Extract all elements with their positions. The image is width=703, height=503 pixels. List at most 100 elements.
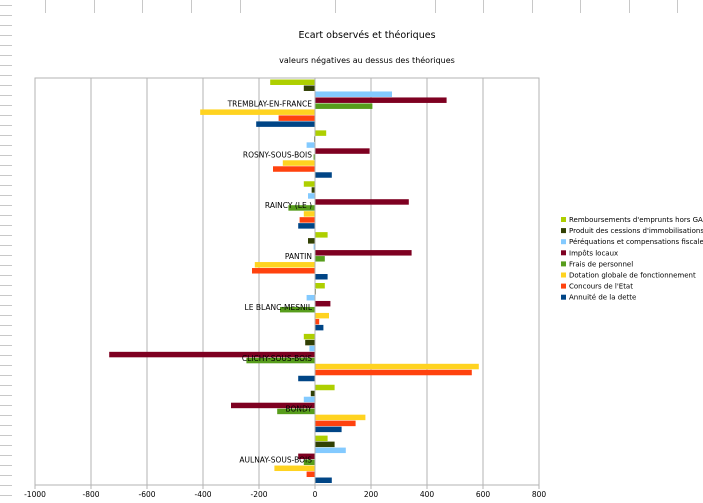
x-tick-label: -600 xyxy=(138,490,155,499)
bar xyxy=(315,91,392,97)
bar xyxy=(315,148,370,154)
bar xyxy=(298,375,315,382)
bar xyxy=(277,408,315,415)
category-label: RAINCY (LE ) xyxy=(265,201,312,210)
bar xyxy=(306,142,315,148)
category-label: BONDY xyxy=(286,405,313,414)
bar xyxy=(274,465,315,472)
x-tick-label: 800 xyxy=(532,490,547,499)
bar xyxy=(303,211,315,217)
bar xyxy=(315,384,335,391)
bar xyxy=(305,339,315,346)
legend-swatch xyxy=(561,261,566,267)
bar xyxy=(315,97,447,103)
bar xyxy=(315,426,342,433)
bar xyxy=(315,363,479,370)
bar xyxy=(306,471,315,478)
bar xyxy=(315,414,366,421)
bar xyxy=(270,79,315,85)
category-label: PANTIN xyxy=(285,252,312,261)
bar xyxy=(315,324,324,331)
bar xyxy=(315,441,335,448)
bar xyxy=(313,154,315,160)
bar xyxy=(303,85,315,91)
spreadsheet-column-ticks xyxy=(0,0,703,13)
legend-swatch xyxy=(561,239,566,245)
bar xyxy=(306,294,315,301)
bar xyxy=(315,232,328,238)
legend-label: Dotation globale de fonctionnement xyxy=(569,272,696,280)
gridlines xyxy=(34,77,540,486)
bar xyxy=(288,205,315,211)
spreadsheet-row-ticks xyxy=(0,0,14,503)
bar xyxy=(315,318,320,325)
bar xyxy=(313,244,315,250)
category-labels: AULNAY-SOUS-BOIS BONDY CLICHY-SOUS-BOIS LE … xyxy=(227,99,313,464)
bar xyxy=(315,312,329,319)
x-tick-label: 600 xyxy=(476,490,491,499)
bar xyxy=(303,333,315,340)
bar xyxy=(315,199,409,205)
bar xyxy=(315,250,412,256)
bar xyxy=(309,345,315,352)
x-tick-label: -400 xyxy=(194,490,211,499)
bar xyxy=(231,402,315,409)
bar xyxy=(280,306,315,313)
legend-label: Péréquations et compensations fiscales xyxy=(569,238,703,246)
bar xyxy=(315,420,356,427)
legend-label: Produit des cessions d'immobilisations xyxy=(569,227,703,235)
bar xyxy=(298,453,315,460)
legend-label: Concours de l'Etat xyxy=(569,283,633,291)
bars xyxy=(109,78,479,485)
bar xyxy=(308,238,315,244)
category-label: ROSNY-SOUS-BOIS xyxy=(243,150,312,159)
bar xyxy=(315,274,328,280)
bar xyxy=(109,351,315,358)
x-tick-label: -800 xyxy=(82,490,99,499)
legend-swatch xyxy=(561,250,566,256)
bar xyxy=(315,477,332,483)
x-tick-label: -200 xyxy=(250,490,267,499)
bar xyxy=(315,256,325,262)
bar xyxy=(278,115,315,121)
category-label: CLICHY-SOUS-BOIS xyxy=(242,354,312,363)
x-axis: -1000 -800 -600 -400 -200 0 200 400 600 800 xyxy=(24,484,547,499)
bar xyxy=(315,369,472,376)
bar xyxy=(303,181,315,187)
bar xyxy=(311,187,315,193)
bar xyxy=(315,300,331,307)
legend-label: Frais de personnel xyxy=(569,260,633,268)
bar xyxy=(315,130,327,136)
bar xyxy=(246,357,315,364)
x-tick-label: -1000 xyxy=(24,490,46,499)
category-label: LE BLANC-MESNIL xyxy=(245,303,313,312)
legend-label: Impôts locaux xyxy=(569,249,618,257)
legend-swatch xyxy=(561,294,566,300)
bar xyxy=(315,103,373,109)
legend-swatch xyxy=(561,217,566,222)
bar xyxy=(299,217,315,223)
bar xyxy=(315,435,328,442)
legend-swatch xyxy=(561,228,566,234)
x-tick-label: 0 xyxy=(313,490,318,499)
bar xyxy=(303,396,315,403)
bar xyxy=(256,121,315,127)
legend-swatch xyxy=(561,283,566,289)
bar xyxy=(282,160,315,166)
legend-swatch xyxy=(561,272,566,278)
bar xyxy=(315,283,325,289)
bar xyxy=(315,172,332,178)
category-label: TREMBLAY-EN-FRANCE xyxy=(227,99,313,108)
bar xyxy=(273,166,315,172)
chart-subtitle: valeurs négatives au dessus des théoriqu… xyxy=(279,55,455,65)
legend: Remboursements d'emprunts hors GAD Produi… xyxy=(561,216,703,302)
legend-label: Remboursements d'emprunts hors GAD xyxy=(569,216,703,224)
legend-label: Annuité de la dette xyxy=(569,294,636,302)
bar xyxy=(254,262,315,268)
bar xyxy=(298,223,315,229)
x-tick-label: 200 xyxy=(364,490,379,499)
category-label: AULNAY-SOUS-BOIS xyxy=(239,456,312,465)
bar xyxy=(303,459,315,466)
bar xyxy=(252,268,315,274)
